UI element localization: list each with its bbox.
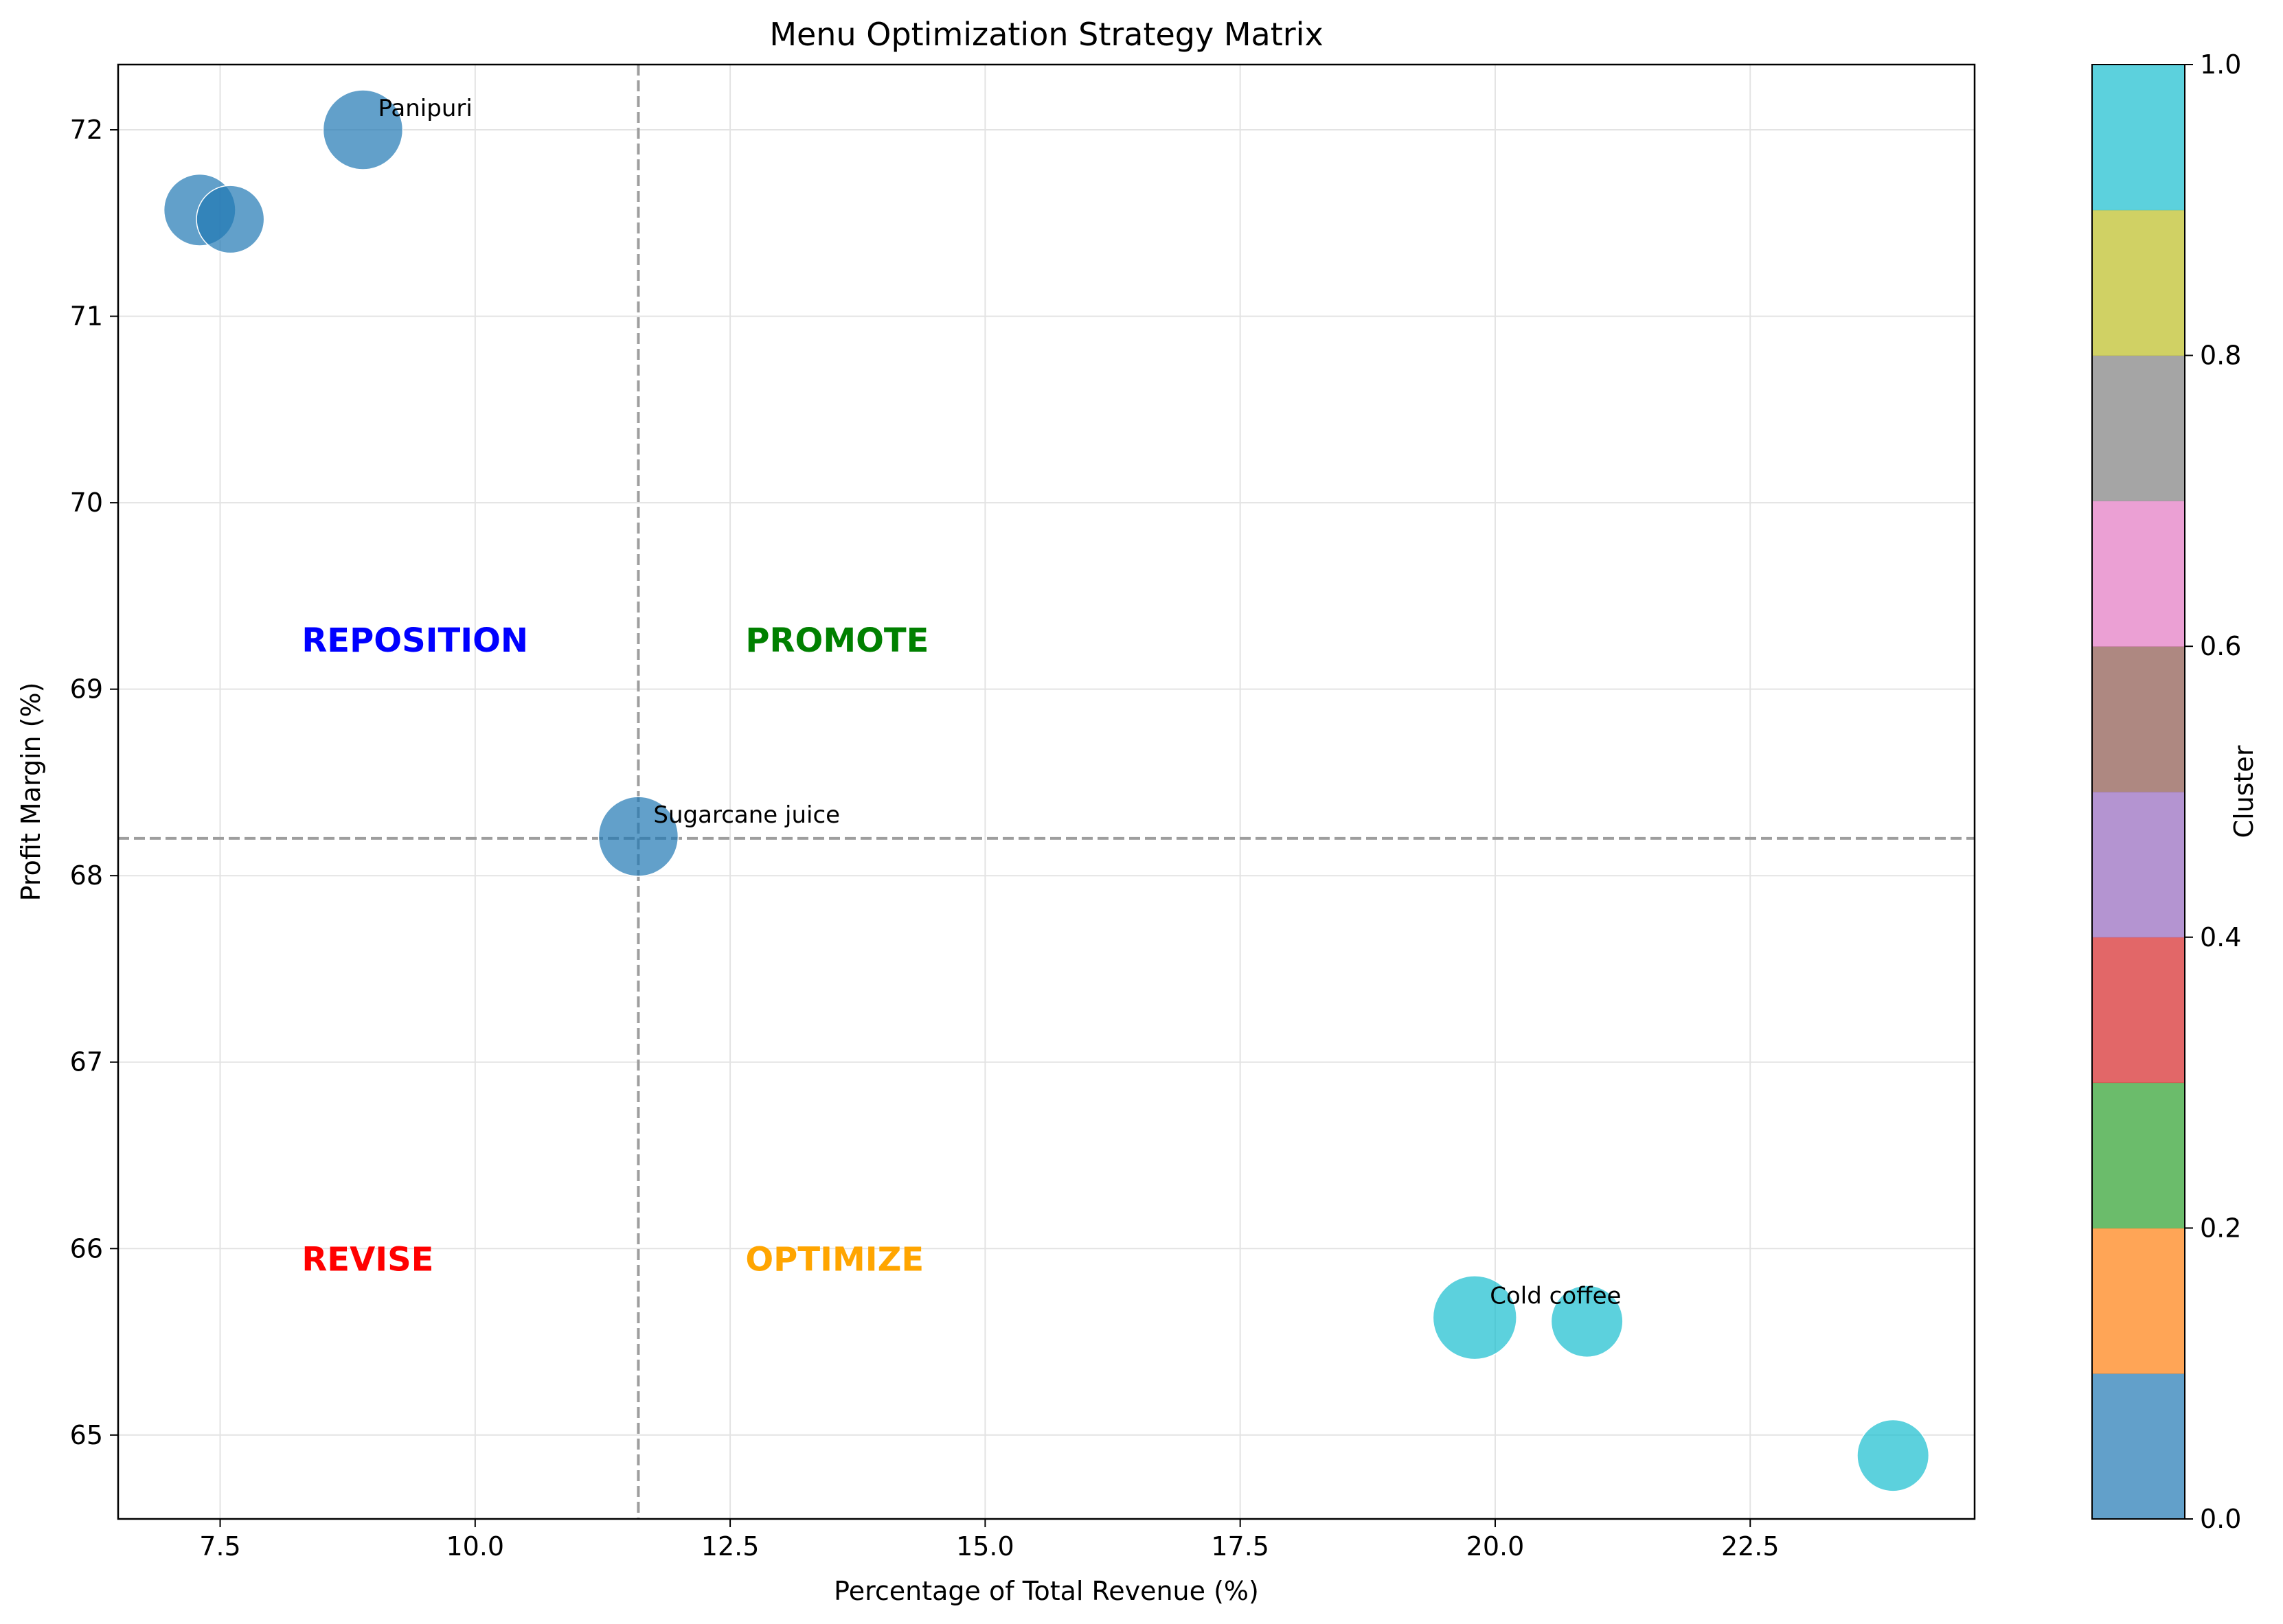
- colorbar-swatch: [2092, 355, 2185, 501]
- x-tick-label: 20.0: [1466, 1531, 1525, 1562]
- point-annotations: Panipuri Sugarcane juice Cold coffee: [378, 95, 1621, 1310]
- quadrant-label: REVISE: [302, 1240, 433, 1279]
- quadrant-label: REPOSITION: [302, 621, 528, 660]
- quadrant-labels: REPOSITION PROMOTE REVISE OPTIMIZE: [302, 621, 929, 1279]
- y-tick-label: 70: [70, 488, 103, 518]
- data-point: [598, 796, 679, 877]
- colorbar-frame: [2091, 64, 2185, 1520]
- y-tick-label: 69: [70, 674, 103, 705]
- colorbar-label: Cluster: [2229, 745, 2259, 838]
- y-tick-label: 68: [70, 860, 103, 891]
- colorbar: 0.0 0.2 0.4 0.6 0.8 1.0 Cluster: [2091, 49, 2259, 1534]
- y-tick-label: 67: [70, 1047, 103, 1077]
- y-tick-label: 66: [70, 1233, 103, 1263]
- reference-lines: [118, 65, 1975, 1519]
- data-points: [163, 89, 1930, 1492]
- data-point: [196, 185, 265, 254]
- grid-layer: [118, 65, 1975, 1519]
- data-point: [1432, 1275, 1517, 1360]
- y-tick-label: 72: [70, 115, 103, 145]
- data-point: [1856, 1419, 1930, 1492]
- colorbar-tick-label: 0.0: [2200, 1504, 2241, 1534]
- colorbar-swatch: [2092, 1082, 2185, 1228]
- colorbar-swatch: [2092, 209, 2185, 356]
- y-tick-label: 65: [70, 1420, 103, 1450]
- colorbar-tick-label: 0.8: [2200, 341, 2241, 371]
- y-axis-ticks: 65 66 67 68 69 70 71 72: [70, 115, 118, 1450]
- x-axis-label: Percentage of Total Revenue (%): [834, 1576, 1259, 1606]
- colorbar-tick-label: 0.4: [2200, 922, 2241, 952]
- colorbar-swatch: [2092, 937, 2185, 1084]
- x-tick-label: 22.5: [1721, 1531, 1780, 1562]
- quadrant-label: OPTIMIZE: [745, 1240, 924, 1279]
- colorbar-swatch: [2092, 646, 2185, 792]
- point-label: Cold coffee: [1490, 1283, 1621, 1310]
- data-point: [322, 89, 404, 170]
- point-label: Panipuri: [378, 95, 472, 122]
- point-label: Sugarcane juice: [653, 801, 840, 829]
- colorbar-tick-label: 0.2: [2200, 1213, 2241, 1243]
- colorbar-swatch: [2092, 1373, 2185, 1520]
- colorbar-swatch: [2092, 792, 2185, 938]
- colorbar-swatch: [2092, 1228, 2185, 1374]
- colorbar-swatches: [2092, 65, 2185, 1520]
- x-tick-label: 10.0: [446, 1531, 505, 1562]
- quadrant-label: PROMOTE: [745, 621, 929, 660]
- y-axis-label: Profit Margin (%): [16, 683, 46, 902]
- x-tick-label: 12.5: [701, 1531, 760, 1562]
- colorbar-tick-label: 1.0: [2200, 49, 2241, 80]
- plot-frame: [117, 63, 1976, 1520]
- x-tick-label: 15.0: [956, 1531, 1014, 1562]
- data-point: [1550, 1285, 1624, 1358]
- y-tick-label: 71: [70, 301, 103, 332]
- x-tick-label: 17.5: [1211, 1531, 1269, 1562]
- colorbar-ticks: 0.0 0.2 0.4 0.6 0.8 1.0: [2185, 49, 2241, 1534]
- colorbar-tick-label: 0.6: [2200, 631, 2241, 661]
- x-tick-label: 7.5: [199, 1531, 240, 1562]
- chart-title: Menu Optimization Strategy Matrix: [769, 16, 1323, 53]
- colorbar-swatch: [2092, 501, 2185, 647]
- x-axis-ticks: 7.5 10.0 12.5 15.0 17.5 20.0 22.5: [199, 1519, 1780, 1562]
- colorbar-swatch: [2092, 65, 2185, 211]
